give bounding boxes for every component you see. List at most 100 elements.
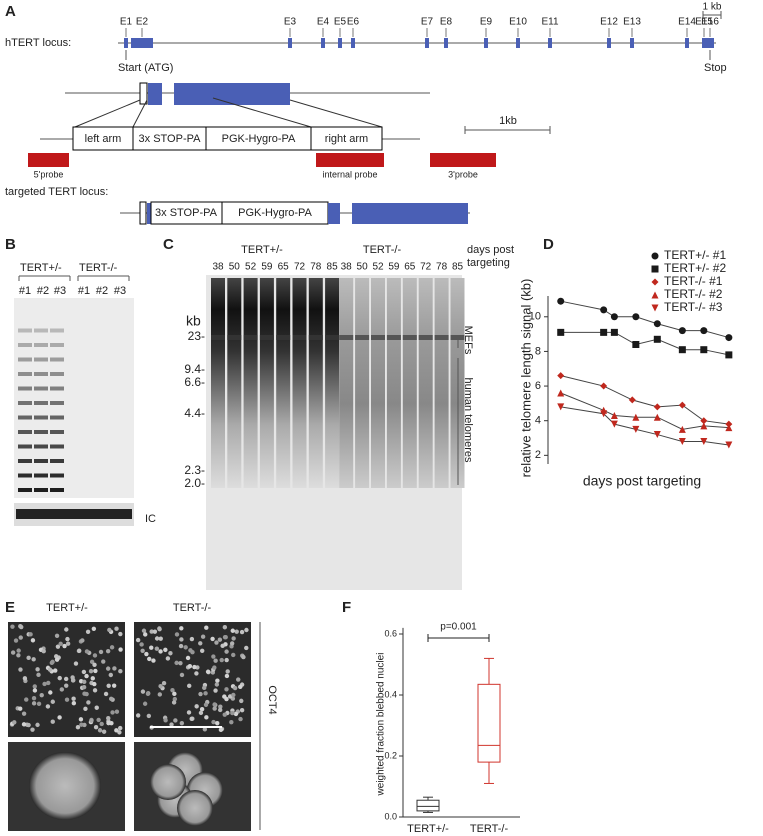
nucleus <box>84 673 89 679</box>
nucleus <box>80 638 85 643</box>
nucleus <box>145 691 151 697</box>
gel-band <box>18 459 32 463</box>
nucleus <box>189 716 194 721</box>
lane-label: 50 <box>357 262 369 273</box>
lane-label: 59 <box>261 262 273 273</box>
nucleus <box>64 627 69 632</box>
nucleus <box>41 649 46 654</box>
gel-band <box>450 335 465 340</box>
nucleus <box>82 691 87 696</box>
nucleus <box>93 668 98 674</box>
legend-marker <box>651 265 659 273</box>
lane-label: 59 <box>388 262 400 273</box>
nucleus <box>103 691 109 697</box>
nucleus <box>179 720 185 726</box>
nucleus <box>217 707 223 713</box>
nucleus <box>203 691 208 696</box>
nucleus <box>64 697 70 702</box>
construct-box <box>310 126 383 151</box>
exon <box>516 38 520 48</box>
exon <box>321 38 325 48</box>
gel-smear <box>434 278 449 488</box>
nucleus <box>179 672 185 678</box>
nucleus <box>24 697 29 702</box>
nucleus <box>139 642 144 647</box>
nucleus <box>10 650 16 655</box>
lane-label: 85 <box>327 262 339 273</box>
nucleus <box>146 713 152 719</box>
gel-smear <box>243 278 258 488</box>
gel-band <box>50 386 64 391</box>
data-point <box>600 328 608 336</box>
data-point <box>600 410 608 418</box>
nucleus <box>171 700 177 705</box>
exon-label: E16 <box>701 17 719 28</box>
nucleus <box>55 644 61 649</box>
data-point <box>653 431 661 439</box>
gel-band <box>34 473 48 478</box>
exon <box>702 38 706 48</box>
exon <box>131 38 153 48</box>
gel-band <box>50 415 64 420</box>
exon-label: E3 <box>284 17 297 28</box>
gel-band <box>308 335 323 340</box>
nucleus <box>218 704 223 709</box>
nucleus <box>215 678 220 683</box>
nucleus <box>151 658 156 663</box>
nucleus <box>198 710 204 716</box>
nucleus <box>194 671 199 676</box>
nucleus <box>86 700 91 705</box>
nucleus <box>210 636 215 642</box>
nucleus <box>106 720 111 726</box>
exon <box>630 38 634 48</box>
data-point <box>653 320 661 328</box>
nucleus <box>114 626 119 631</box>
nucleus <box>203 702 209 707</box>
data-point <box>557 372 565 380</box>
unit-label: kb <box>186 313 201 329</box>
gel-smear <box>276 278 291 488</box>
marker-label: 6.6- <box>184 375 205 389</box>
group-label: TERT-/- <box>363 244 402 256</box>
nucleus <box>92 662 97 667</box>
homology-line <box>289 99 383 128</box>
nucleus <box>231 652 236 658</box>
nucleus <box>30 638 36 643</box>
nucleus <box>223 634 228 640</box>
homology-line <box>212 97 312 128</box>
lane-label: 52 <box>372 262 384 273</box>
data-point <box>700 346 708 354</box>
nucleus <box>70 675 75 680</box>
gel-smear <box>355 278 370 488</box>
nucleus <box>152 629 158 634</box>
nucleus <box>73 661 79 666</box>
group-label: TERT-/- <box>79 262 118 274</box>
gel-band <box>34 357 48 362</box>
nucleus <box>231 636 236 641</box>
nucleus <box>217 637 223 642</box>
nucleus <box>92 681 97 687</box>
nucleus <box>84 649 90 654</box>
exon <box>139 201 147 225</box>
exon-label: E7 <box>421 17 434 28</box>
nucleus <box>169 722 174 727</box>
gel-band <box>418 335 433 340</box>
lane-label: #2 <box>37 285 49 297</box>
nucleus <box>96 717 101 723</box>
y-tick-label: 4 <box>535 415 541 427</box>
nucleus <box>32 688 38 693</box>
nucleus <box>118 631 123 637</box>
nucleus <box>105 648 111 654</box>
nucleus <box>58 641 63 646</box>
nucleus <box>57 675 62 681</box>
data-point <box>678 425 686 433</box>
y-axis-label: relative telomere length signal (kb) <box>518 279 533 478</box>
gel-band <box>18 328 32 333</box>
data-point <box>653 335 661 343</box>
nucleus <box>239 629 245 635</box>
nucleus <box>50 719 55 724</box>
nucleus <box>110 710 115 715</box>
nucleus <box>211 719 216 725</box>
nucleus <box>234 629 239 634</box>
nucleus <box>236 677 241 682</box>
